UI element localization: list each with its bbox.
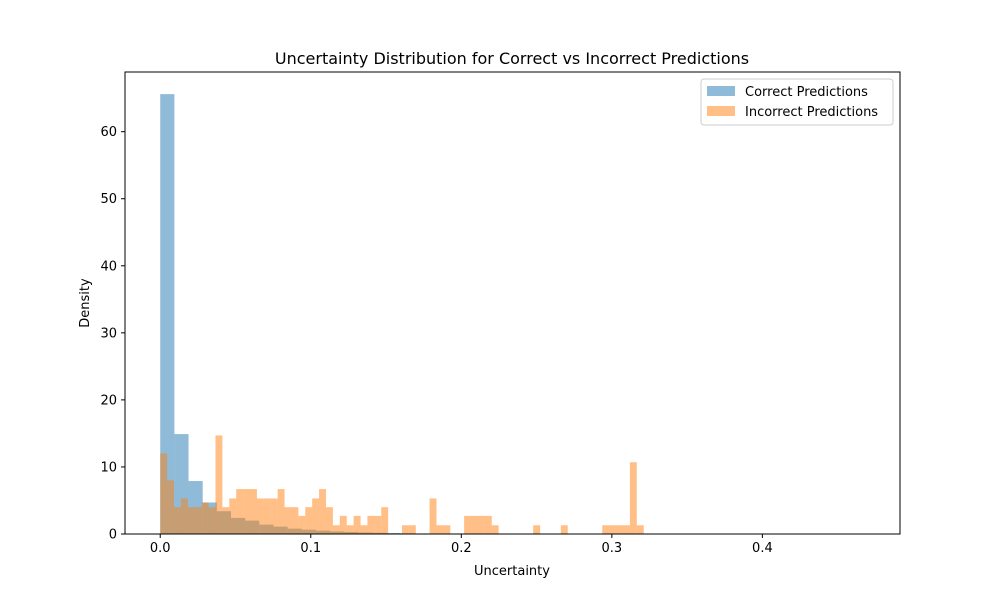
legend-label-correct: Correct Predictions	[745, 85, 868, 100]
y-tick-label: 60	[100, 125, 117, 140]
histogram-bar-incorrect	[319, 489, 326, 534]
bars-layer	[160, 94, 868, 534]
x-tick-label: 0.4	[752, 541, 773, 556]
histogram-bar-incorrect	[602, 525, 609, 534]
legend-swatch-incorrect	[707, 106, 735, 116]
y-axis-label: Density	[78, 278, 93, 328]
x-axis-label: Uncertainty	[474, 564, 550, 579]
histogram-bar-incorrect	[374, 516, 381, 534]
y-tick-label: 30	[100, 326, 117, 341]
y-tick-label: 20	[100, 393, 117, 408]
histogram-bar-incorrect	[443, 525, 450, 534]
histogram-bar-incorrect	[229, 498, 236, 534]
x-axis-ticks: 0.0 0.1 0.2 0.3 0.4	[150, 534, 773, 556]
histogram-bar-incorrect	[367, 516, 374, 534]
histogram-bar-incorrect	[188, 507, 195, 534]
x-tick-label: 0.2	[451, 541, 472, 556]
histogram-bar-incorrect	[361, 525, 368, 534]
legend-label-incorrect: Incorrect Predictions	[745, 105, 878, 120]
histogram-bar-incorrect	[181, 498, 188, 534]
histogram-bar-incorrect	[298, 516, 305, 534]
histogram-bar-incorrect	[167, 480, 174, 534]
histogram-bar-incorrect	[381, 507, 388, 534]
histogram-bar-incorrect	[485, 516, 492, 534]
histogram-bar-incorrect	[561, 525, 568, 534]
y-axis-ticks: 0 10 20 30 40 50 60	[100, 125, 125, 542]
y-tick-label: 0	[109, 528, 117, 543]
histogram-bar-incorrect	[160, 454, 167, 534]
histogram-bar-incorrect	[347, 525, 354, 534]
histogram-bar-incorrect	[264, 498, 271, 534]
histogram-bar-incorrect	[637, 525, 644, 534]
histogram-bar-incorrect	[222, 507, 229, 534]
histogram-bar-incorrect	[333, 525, 340, 534]
histogram-bar-incorrect	[250, 489, 257, 534]
histogram-bar-incorrect	[305, 507, 312, 534]
histogram-bar-incorrect	[285, 507, 292, 534]
x-tick-label: 0.3	[602, 541, 623, 556]
histogram-bar-incorrect	[471, 516, 478, 534]
histogram-bar-incorrect	[533, 525, 540, 534]
histogram-bar-incorrect	[623, 525, 630, 534]
histogram-bar-incorrect	[354, 516, 361, 534]
histogram-bar-incorrect	[312, 498, 319, 534]
histogram-bar-incorrect	[464, 516, 471, 534]
y-tick-label: 50	[100, 192, 117, 207]
histogram-bar-incorrect	[215, 435, 222, 534]
histogram-bar-incorrect	[236, 489, 243, 534]
histogram-bar-incorrect	[478, 516, 485, 534]
histogram-bar-incorrect	[209, 507, 216, 534]
histogram-bar-incorrect	[202, 502, 209, 534]
histogram-bar-incorrect	[402, 525, 409, 534]
histogram-bar-incorrect	[437, 525, 444, 534]
x-tick-label: 0.1	[300, 541, 321, 556]
histogram-bar-incorrect	[340, 516, 347, 534]
histogram-bar-incorrect	[257, 498, 264, 534]
histogram-bar-incorrect	[630, 462, 637, 534]
y-tick-label: 10	[100, 460, 117, 475]
plot-frame	[125, 72, 900, 534]
histogram-bar-incorrect	[195, 507, 202, 534]
histogram-bar-incorrect	[291, 507, 298, 534]
histogram-bar-incorrect	[492, 525, 499, 534]
chart-title: Uncertainty Distribution for Correct vs …	[275, 49, 749, 68]
histogram-bar-incorrect	[616, 525, 623, 534]
legend-swatch-correct	[707, 86, 735, 96]
x-tick-label: 0.0	[150, 541, 171, 556]
histogram-bar-incorrect	[326, 507, 333, 534]
histogram-bar-incorrect	[609, 525, 616, 534]
histogram-bar-incorrect	[409, 525, 416, 534]
legend: Correct Predictions Incorrect Prediction…	[701, 79, 893, 125]
y-tick-label: 40	[100, 259, 117, 274]
histogram-bar-incorrect	[278, 489, 285, 534]
histogram-bar-incorrect	[271, 498, 278, 534]
histogram-bar-incorrect	[174, 507, 181, 534]
histogram-bar-incorrect	[243, 489, 250, 534]
histogram-bar-incorrect	[430, 498, 437, 534]
